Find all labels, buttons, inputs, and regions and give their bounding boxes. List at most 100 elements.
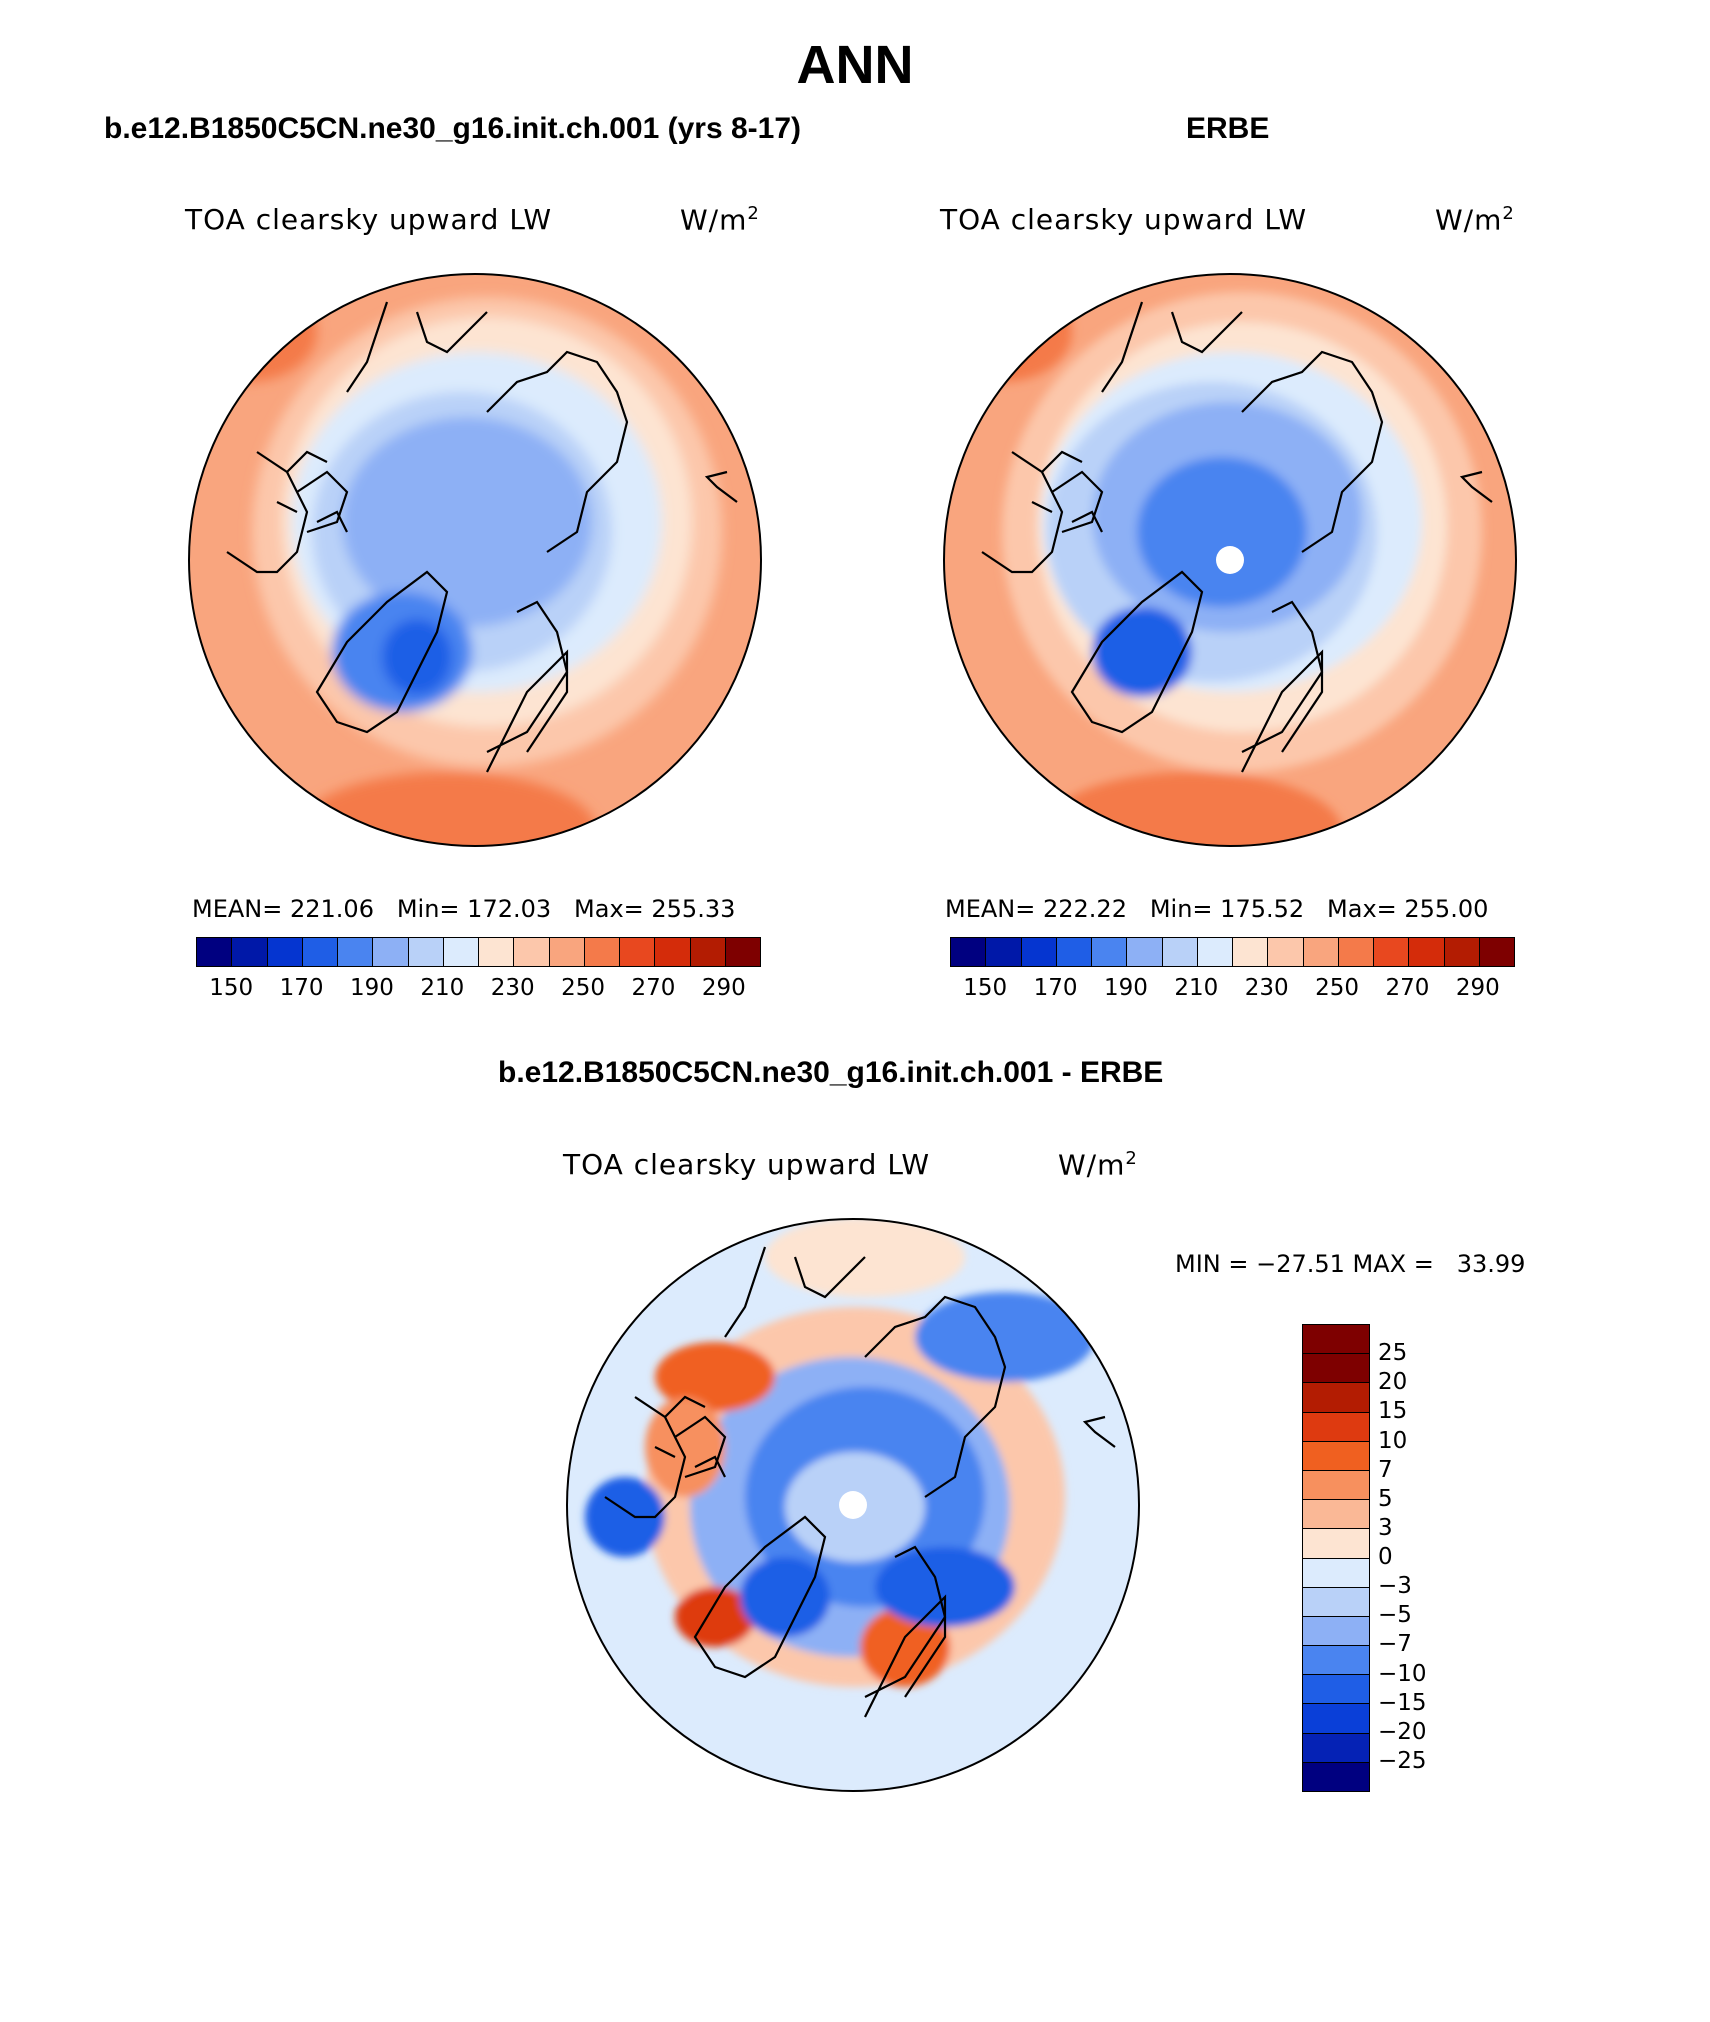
panel2-colorbar-swatch <box>1056 938 1092 966</box>
diff-colorbar-swatch <box>1303 1383 1369 1413</box>
diff-colorbar-tick-label: 25 <box>1378 1340 1408 1367</box>
diff-colorbar-swatch <box>1303 1558 1369 1588</box>
panel1-colorbar <box>196 937 761 967</box>
panel1-colorbar-tick-label: 190 <box>349 975 394 1001</box>
panel2-core-deep <box>1137 457 1307 607</box>
panel2-colorbar-tick-label: 150 <box>963 975 1008 1001</box>
diff-coast-greenland <box>693 1515 827 1679</box>
panel1-polar-map <box>188 273 762 847</box>
diff-polar-map <box>566 1218 1140 1792</box>
panel1-units: W/m2 <box>680 203 760 237</box>
diff-colorbar-tick-label: −5 <box>1378 1602 1412 1629</box>
panel1-colorbar-tick-label: 270 <box>631 975 676 1001</box>
panel2-coast-siberia <box>1101 301 1243 393</box>
panel2-header: ERBE <box>1186 112 1270 145</box>
panel1-map-border <box>188 273 762 847</box>
diff-colorbar-swatch <box>1303 1704 1369 1734</box>
panel1-colorbar-swatch <box>373 938 409 966</box>
diff-colorbar-swatch <box>1303 1470 1369 1501</box>
diff-units: W/m2 <box>1058 1148 1138 1182</box>
panel1-stats: MEAN= 221.06 Min= 172.03 Max= 255.33 <box>192 895 736 923</box>
panel2-colorbar-swatch <box>986 938 1022 966</box>
panel1-colorbar-swatch <box>690 938 726 966</box>
panel2-colorbar-swatch <box>1303 938 1339 966</box>
panel1-colorbar-swatch <box>620 938 656 966</box>
diff-colorbar-swatch <box>1303 1675 1369 1705</box>
panel1-colorbar-swatch <box>725 938 760 966</box>
panel2-coast-alaska <box>1459 470 1493 503</box>
panel1-colorbar-tick-label: 230 <box>490 975 535 1001</box>
diff-coast-scandinavia <box>864 1594 947 1718</box>
panel1-core-blue <box>342 417 592 627</box>
panel2-colorbar-swatch <box>1479 938 1514 966</box>
panel2-colorbar-swatch <box>1092 938 1128 966</box>
panel2-colorbar-swatch <box>1021 938 1057 966</box>
panel1-colorbar-swatch <box>408 938 444 966</box>
diff-colorbar-swatch <box>1303 1733 1369 1763</box>
panel1-colorbar-swatch <box>549 938 585 966</box>
diff-coast-eurasia <box>864 1295 1007 1698</box>
diff-colorbar-tick-label: 3 <box>1378 1514 1393 1541</box>
panel1-islands-arctic <box>276 450 348 533</box>
diff-colorbar-tick-label: −7 <box>1378 1631 1412 1658</box>
panel2-polar-map <box>943 273 1517 847</box>
diff-colorbar-tick-label: −3 <box>1378 1573 1412 1600</box>
panel1-coast-alaska <box>704 470 738 503</box>
diff-header: b.e12.B1850C5CN.ne30_g16.init.ch.001 - E… <box>498 1056 1164 1089</box>
panel2-warm-patch-s <box>1042 772 1342 846</box>
panel2-greenland-deep <box>1092 607 1192 697</box>
panel2-colorbar-tick-label: 270 <box>1385 975 1430 1001</box>
diff-colorbar-swatch <box>1303 1587 1369 1617</box>
diff-colorbar-swatch <box>1303 1529 1369 1559</box>
diff-warm-blob-w <box>645 1397 725 1497</box>
panel2-colorbar-swatch <box>1233 938 1269 966</box>
panel2-islands-arctic <box>1031 450 1103 533</box>
panel1-warm-patch-nw <box>189 282 317 382</box>
diff-warm-blob-nw <box>655 1342 775 1412</box>
panel2-units: W/m2 <box>1435 203 1515 237</box>
panel2-colorbar-tick-label: 210 <box>1174 975 1219 1001</box>
diff-colorbar-tick-label: 15 <box>1378 1398 1408 1425</box>
panel1-colorbar-tick-label: 250 <box>561 975 606 1001</box>
panel1-warm-patch-s <box>297 772 597 846</box>
panel2-colorbar-swatch <box>1268 938 1304 966</box>
diff-colorbar-swatch <box>1303 1325 1369 1355</box>
panel1-colorbar-swatch <box>443 938 479 966</box>
panel2-colorbar-tick-label: 190 <box>1103 975 1148 1001</box>
diff-coast-alaska <box>1082 1415 1116 1448</box>
diff-pole-hole <box>839 1491 867 1519</box>
panel1-colorbar-tick-label: 290 <box>701 975 746 1001</box>
diff-colorbar-swatch <box>1303 1354 1369 1384</box>
diff-islands-arctic <box>654 1395 726 1478</box>
panel1-coast-eurasia <box>486 350 629 753</box>
panel2-colorbar-swatch <box>1338 938 1374 966</box>
panel2-colorbar-tick-label: 250 <box>1315 975 1360 1001</box>
panel2-map-border <box>943 273 1517 847</box>
diff-colorbar-swatch <box>1303 1616 1369 1647</box>
diff-cool-blob-ne <box>915 1292 1095 1382</box>
diff-variable-label: TOA clearsky upward LW <box>563 1148 931 1181</box>
panel1-colorbar-swatch <box>302 938 338 966</box>
diff-colorbar-tick-label: −20 <box>1378 1718 1427 1745</box>
diff-minmax: MIN = −27.51 MAX = 33.99 <box>1175 1250 1526 1278</box>
panel1-greenland-deep <box>382 619 452 695</box>
diff-colorbar-swatch <box>1303 1412 1369 1442</box>
panel1-colorbar-swatch <box>514 938 550 966</box>
panel2-colorbar-swatch <box>1127 938 1163 966</box>
diff-colorbar-swatch <box>1303 1646 1369 1676</box>
diff-colorbar-tick-label: 0 <box>1378 1544 1393 1570</box>
diff-coast-siberia <box>724 1246 866 1338</box>
panel2-colorbar-swatch <box>1409 938 1445 966</box>
panel2-stats: MEAN= 222.22 Min= 175.52 Max= 255.00 <box>945 895 1489 923</box>
panel2-coast-greenland <box>1070 570 1204 734</box>
diff-colorbar-tick-label: 5 <box>1378 1485 1393 1512</box>
diff-colorbar-swatch <box>1303 1762 1369 1791</box>
panel2-colorbar-swatch <box>951 938 987 966</box>
panel1-colorbar-tick-label: 170 <box>279 975 324 1001</box>
figure-title: ANN <box>796 35 914 95</box>
panel2-colorbar-tick-label: 290 <box>1455 975 1500 1001</box>
panel1-coast-siberia <box>346 301 488 393</box>
panel1-variable-label: TOA clearsky upward LW <box>185 203 553 236</box>
diff-colorbar-tick-label: 7 <box>1378 1456 1393 1483</box>
diff-colorbar-swatch <box>1303 1500 1369 1530</box>
